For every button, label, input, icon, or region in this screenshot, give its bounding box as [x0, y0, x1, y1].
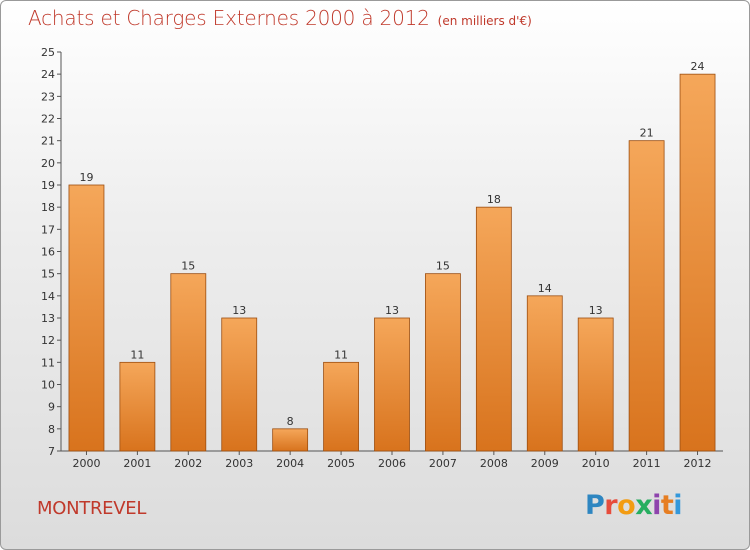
y-tick-label: 18	[41, 201, 55, 214]
bar-value-label: 21	[640, 127, 654, 140]
y-tick-label: 9	[48, 401, 55, 414]
logo-letter: o	[617, 490, 636, 521]
bar-value-label: 14	[538, 282, 552, 295]
bar-value-label: 11	[334, 348, 348, 361]
y-tick-label: 13	[41, 312, 55, 325]
bar-value-label: 8	[287, 415, 294, 428]
bar	[68, 184, 105, 452]
bar	[272, 428, 309, 452]
y-tick-label: 11	[41, 356, 55, 369]
x-tick-label: 2002	[174, 457, 202, 470]
x-tick-label: 2007	[429, 457, 457, 470]
bar-value-label: 13	[589, 304, 603, 317]
x-tick-label: 2006	[378, 457, 406, 470]
bar	[374, 317, 410, 452]
bar	[170, 273, 207, 452]
axes: 7 8 9 10 11 12 13 14 15 16 17 18 19 20 21 22 23 24 25 2000 2…	[41, 46, 723, 470]
bar-value-label: 15	[181, 260, 195, 273]
x-tick-label: 2000	[72, 457, 100, 470]
logo-letter: t	[660, 490, 674, 521]
y-tick-label: 24	[41, 68, 55, 81]
y-tick-label: 16	[41, 246, 55, 259]
bars: 19 11 15 13 8 11 13 15 18 14 13 21 24	[68, 60, 716, 452]
bar	[475, 206, 512, 452]
bar-value-label: 13	[385, 304, 399, 317]
y-tick-label: 10	[41, 379, 55, 392]
x-tick-label: 2003	[225, 457, 253, 470]
bar-value-label: 15	[436, 260, 450, 273]
x-tick-label: 2004	[276, 457, 304, 470]
logo-letter: r	[604, 490, 618, 521]
y-tick-label: 8	[48, 423, 55, 436]
y-tick-label: 20	[41, 157, 55, 170]
chart-title: Achats et Charges Externes 2000 à 2012 (e…	[28, 6, 532, 30]
y-tick-label: 22	[41, 113, 55, 126]
bar	[526, 295, 563, 452]
y-tick-label: 14	[41, 290, 55, 303]
bar	[323, 361, 359, 452]
x-tick-label: 2005	[327, 457, 355, 470]
y-tick-label: 7	[48, 445, 55, 458]
bar	[679, 73, 716, 452]
x-tick-label: 2008	[480, 457, 508, 470]
bar	[221, 317, 258, 452]
x-tick-label: 2001	[123, 457, 151, 470]
x-tick-label: 2012	[684, 457, 712, 470]
bar-value-label: 24	[691, 60, 705, 73]
logo-letter: i	[652, 490, 661, 521]
chart-title-text: Achats et Charges Externes 2000 à 2012	[28, 6, 430, 30]
chart-unit: (en milliers d'€)	[437, 14, 532, 28]
bar	[119, 361, 156, 452]
logo-letter: P	[585, 490, 605, 521]
y-tick-label: 21	[41, 135, 55, 148]
commune-name: MONTREVEL	[37, 498, 147, 519]
x-tick-label: 2010	[582, 457, 610, 470]
x-tick-label: 2011	[633, 457, 661, 470]
y-tick-label: 25	[41, 46, 55, 59]
y-tick-label: 15	[41, 268, 55, 281]
logo-letter: i	[673, 490, 683, 521]
bar	[577, 317, 614, 452]
y-tick-label: 19	[41, 179, 55, 192]
x-tick-label: 2009	[531, 457, 559, 470]
logo-letter: x	[635, 490, 653, 521]
bar-value-label: 13	[232, 304, 246, 317]
y-tick-label: 23	[41, 90, 55, 103]
proxiti-logo: Proxiti	[585, 490, 683, 521]
bar	[628, 140, 665, 452]
bar-value-label: 19	[79, 171, 93, 184]
bar-value-label: 18	[487, 193, 501, 206]
y-tick-label: 17	[41, 223, 55, 236]
bar-value-label: 11	[130, 348, 144, 361]
bar	[425, 273, 461, 452]
y-tick-label: 12	[41, 334, 55, 347]
